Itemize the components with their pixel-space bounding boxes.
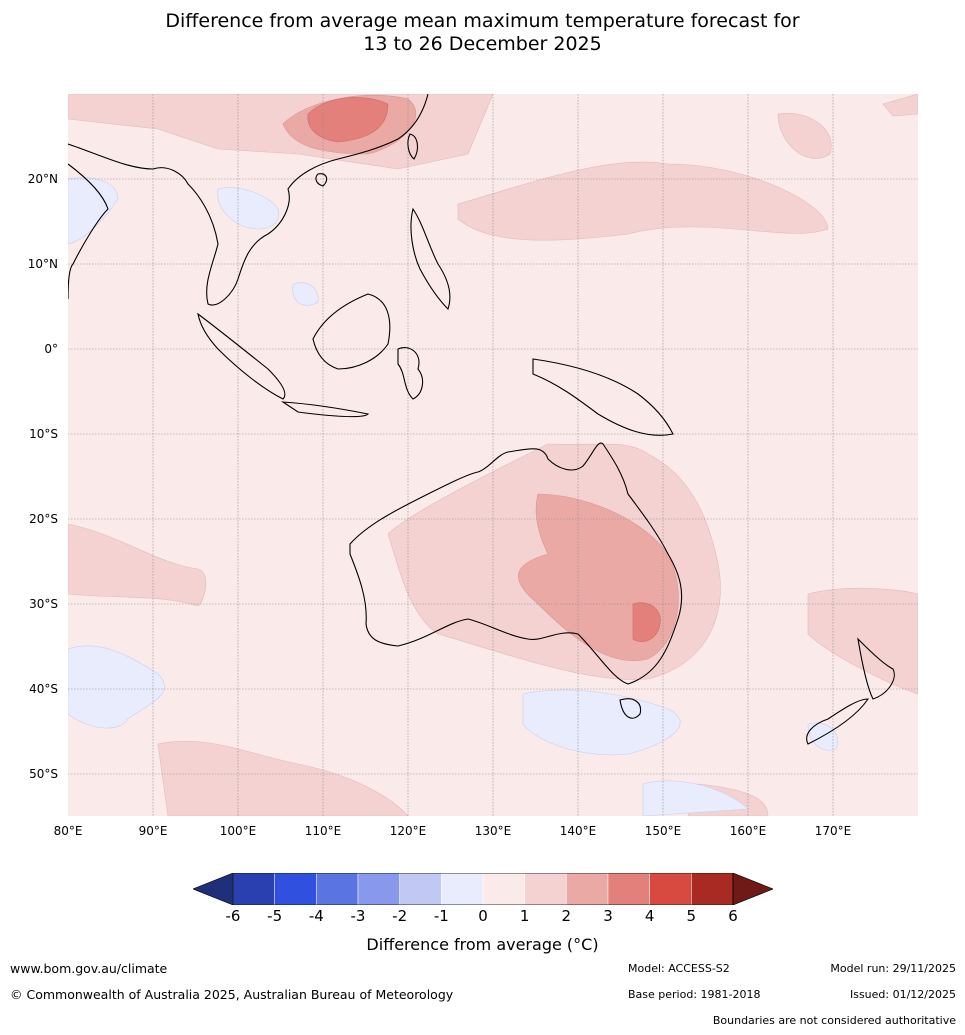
lon-label: 140°E [559, 824, 597, 838]
footer-issued: Issued: 01/12/2025 [849, 988, 956, 1001]
colorbar-swatch [649, 872, 692, 906]
coast-tasmania [619, 698, 642, 719]
lon-label: 170°E [814, 824, 852, 838]
colorbar-label: Difference from average (°C) [366, 935, 599, 954]
anomaly-region-ne-corner [882, 94, 918, 117]
lat-label: 20°N [27, 171, 58, 186]
colorbar-swatches [192, 872, 774, 906]
lon-label: 110°E [304, 824, 342, 838]
forecast-map [68, 94, 918, 816]
anomaly-neg-regions [68, 177, 838, 816]
colorbar-tick-label: 3 [603, 907, 613, 925]
lat-label: 10°S [29, 426, 58, 441]
coast-philippines [410, 207, 451, 311]
anomaly-region-south-china [307, 97, 389, 143]
coast-java [280, 401, 370, 418]
coast-sulawesi [397, 347, 424, 400]
lon-label: 160°E [729, 824, 767, 838]
graticule [68, 94, 918, 816]
anomaly-region-borneo-west [292, 282, 319, 306]
lat-label: 30°S [29, 596, 58, 611]
anomaly-region-nsw [632, 602, 661, 643]
anomaly-region-west-indian [68, 523, 207, 607]
colorbar-swatch [524, 872, 567, 906]
lon-label: 120°E [389, 824, 427, 838]
lon-label: 100°E [219, 824, 257, 838]
lon-label: 130°E [474, 824, 512, 838]
colorbar-tick-label: 6 [728, 907, 738, 925]
anomaly-3-4-regions [307, 97, 661, 643]
coast-sumatra [197, 312, 286, 400]
colorbar-tick-label: -6 [225, 907, 241, 925]
lon-label: 90°E [138, 824, 168, 838]
anomaly-region-bay-bengal [68, 177, 119, 245]
coast-new-zealand-north [857, 637, 895, 700]
colorbar-swatch [274, 872, 317, 906]
anomaly-region-south-indian [157, 741, 409, 816]
anomaly-region-far-east [777, 112, 832, 159]
coast-new-zealand-south [806, 698, 870, 745]
colorbar-swatch [566, 872, 609, 906]
coastlines [68, 94, 895, 745]
lon-label: 80°E [53, 824, 83, 838]
colorbar-tick-label: -1 [433, 907, 449, 925]
coast-borneo [312, 293, 391, 370]
colorbar-tick-label: 2 [561, 907, 572, 925]
coast-taiwan [407, 133, 419, 160]
colorbar-swatch [482, 872, 525, 906]
colorbar-swatch [232, 872, 275, 906]
anomaly-region-southern-ocean [522, 689, 681, 756]
colorbar-swatch [441, 872, 484, 906]
anomaly-region-sw-indian [68, 645, 165, 729]
anomaly-region-indochina [217, 187, 279, 230]
colorbar-tick-label: 1 [519, 907, 530, 925]
colorbar-extend-high [732, 872, 774, 906]
lat-label: 40°S [29, 681, 58, 696]
coast-hainan [315, 173, 328, 187]
footer-website: www.bom.gov.au/climate [10, 961, 168, 976]
footer-model-run: Model run: 29/11/2025 [830, 962, 956, 975]
coast-australia [349, 442, 683, 685]
colorbar-tick-label: 5 [686, 907, 697, 925]
coast-new-guinea [532, 358, 674, 436]
map-title: Difference from average mean maximum tem… [0, 10, 965, 56]
lat-label: 10°N [27, 256, 58, 271]
footer-base-period: Base period: 1981-2018 [628, 988, 761, 1001]
lat-label: 0° [44, 341, 58, 356]
colorbar-tick-label: -2 [392, 907, 408, 925]
colorbar-swatch [357, 872, 400, 906]
colorbar-swatch [399, 872, 442, 906]
colorbar [192, 872, 774, 906]
colorbar-extend-low [192, 872, 234, 906]
colorbar-swatch [691, 872, 734, 906]
anomaly-region-north-pacific [457, 161, 829, 241]
lat-label: 50°S [29, 766, 58, 781]
title-line-1: Difference from average mean maximum tem… [165, 10, 800, 32]
map-canvas [68, 94, 918, 816]
colorbar-swatch [316, 872, 359, 906]
coast-mainland-asia [68, 94, 429, 306]
lat-label: 20°S [29, 511, 58, 526]
footer-model: Model: ACCESS-S2 [628, 962, 730, 975]
colorbar-tick-label: 0 [478, 907, 488, 925]
colorbar-tick-label: -4 [308, 907, 324, 925]
anomaly-region-china [68, 94, 494, 170]
title-line-2: 13 to 26 December 2025 [363, 33, 602, 55]
lon-label: 150°E [644, 824, 682, 838]
footer-copyright: © Commonwealth of Australia 2025, Austra… [10, 987, 454, 1002]
colorbar-tick-label: 4 [644, 907, 655, 925]
colorbar-tick-label: -3 [350, 907, 366, 925]
footer-disclaimer: Boundaries are not considered authoritat… [712, 1014, 956, 1027]
colorbar-tick-label: -5 [267, 907, 283, 925]
coast-india [68, 163, 109, 300]
colorbar-swatch [607, 872, 650, 906]
